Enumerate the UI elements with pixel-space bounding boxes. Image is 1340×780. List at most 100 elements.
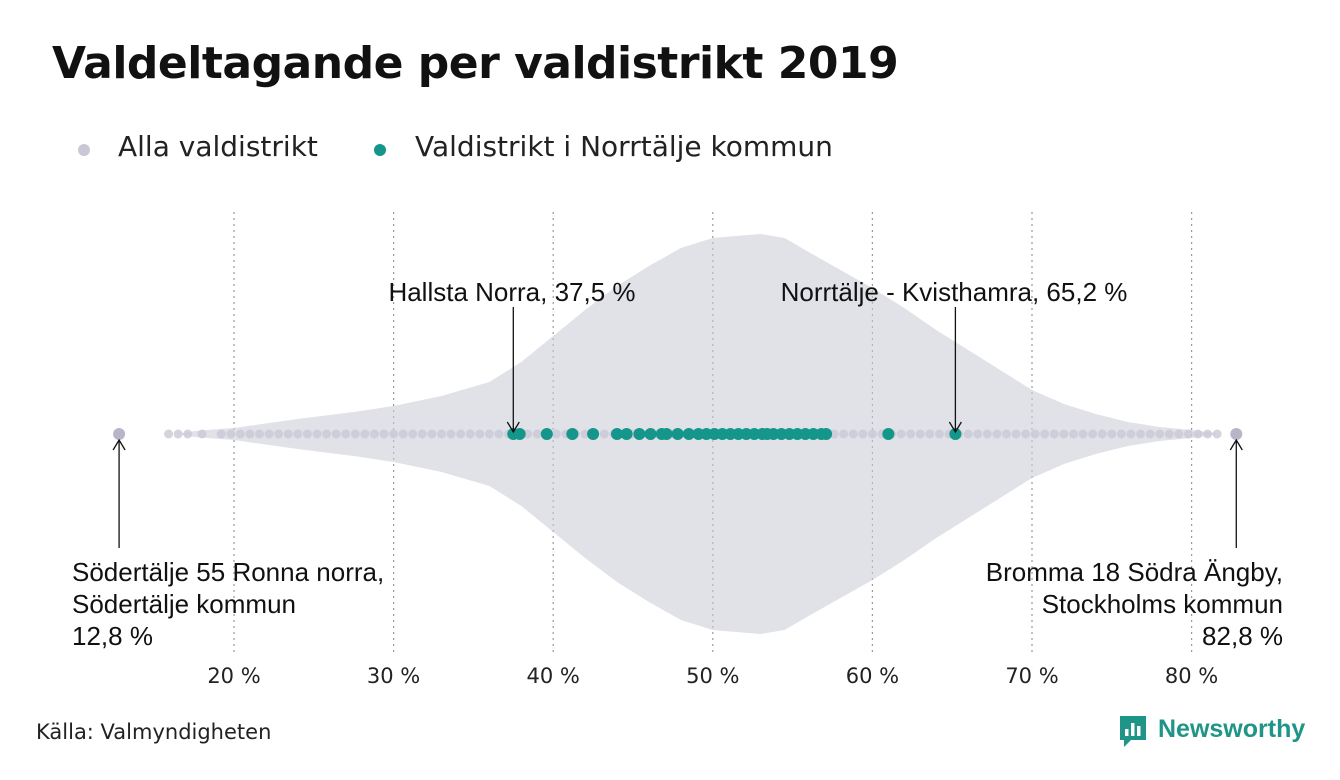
x-axis-tick-labels: 20 % 30 % 40 % 50 % 60 % 70 % 80 % [207,664,1218,688]
point-all-districts [398,429,408,439]
point-all-districts [1136,429,1146,439]
point-all-districts [925,429,935,439]
point-all-districts [1049,429,1059,439]
newsworthy-logo-icon [1120,716,1146,747]
point-all-districts [963,429,973,439]
x-tick-label: 70 % [1005,664,1058,688]
point-all-districts [283,429,293,439]
point-all-districts [906,429,916,439]
point-all-districts [235,429,245,439]
point-all-districts [360,429,370,439]
point-norrtalje [949,428,962,440]
point-all-districts [302,429,312,439]
point-all-districts [456,429,466,439]
annotation-kvisthamra-arrowhead [948,421,962,434]
point-all-districts [341,429,351,439]
point-all-districts [532,429,542,439]
point-all-districts [1164,429,1174,439]
point-all-districts [389,429,399,439]
point-all-districts [1040,429,1050,439]
point-all-districts [379,429,389,439]
point-all-districts [1212,429,1222,439]
annotation-sodertalje-text: 12,8 % [72,621,153,651]
point-all-districts [1078,429,1088,439]
point-all-districts [369,429,379,439]
point-all-districts [1203,429,1213,439]
point-all-districts [183,429,193,439]
point-all-districts [992,429,1002,439]
point-norrtalje [682,428,695,440]
point-all-districts [982,429,992,439]
point-norrtalje [566,428,579,440]
annotation-hallsta-text: Hallsta Norra, 37,5 % [388,277,635,307]
point-all-districts [113,428,126,440]
point-all-districts [1126,429,1136,439]
point-all-districts [245,429,255,439]
point-all-districts [255,429,265,439]
beeswarm-chart: Hallsta Norra, 37,5 % Norrtälje - Kvistha… [72,212,1283,688]
point-all-districts [465,429,475,439]
annotation-bromma-text: 82,8 % [1202,621,1283,651]
x-tick-label: 60 % [846,664,899,688]
annotation-bromma-arrowhead [1229,438,1243,451]
point-all-districts [484,429,494,439]
point-norrtalje [660,428,673,440]
x-tick-label: 30 % [367,664,420,688]
point-all-districts [331,429,341,439]
annotation-sodertalje-arrowhead [112,438,126,451]
point-all-districts [1030,429,1040,439]
point-all-districts [350,429,360,439]
legend-label-norrtalje: Valdistrikt i Norrtälje kommun [415,130,833,163]
annotation-sodertalje-text: Södertälje 55 Ronna norra, [72,557,384,587]
annotation-bromma-text: Bromma 18 Södra Ängby, [986,557,1283,587]
point-all-districts [599,429,609,439]
point-norrtalje [513,428,526,440]
point-all-districts [226,429,236,439]
annotation-kvisthamra-text: Norrtälje - Kvisthamra, 65,2 % [781,277,1128,307]
point-all-districts [829,429,839,439]
point-all-districts [1230,428,1243,440]
point-norrtalje [644,428,657,440]
point-all-districts [427,429,437,439]
legend-label-all: Alla valdistrikt [118,130,318,163]
point-all-districts [1021,429,1031,439]
point-all-districts [915,429,925,439]
point-all-districts [867,429,877,439]
point-all-districts [1011,429,1021,439]
newsworthy-logo-text: Newsworthy [1158,715,1306,743]
point-all-districts [293,429,303,439]
point-all-districts [164,429,174,439]
annotation-sodertalje-text: Södertälje kommun [72,589,296,619]
annotation-bromma-text: Stockholms kommun [1042,589,1283,619]
point-all-districts [1174,429,1184,439]
chart-title: Valdeltagande per valdistrikt 2019 [52,38,899,89]
point-all-districts [494,429,504,439]
point-all-districts [551,429,561,439]
point-all-districts [417,429,427,439]
annotations: Hallsta Norra, 37,5 % Norrtälje - Kvistha… [72,277,1283,651]
source-note: Källa: Valmyndigheten [36,720,272,744]
point-all-districts [436,429,446,439]
point-all-districts [264,429,274,439]
point-all-districts [197,429,207,439]
x-tick-label: 20 % [207,664,260,688]
point-all-districts [216,429,226,439]
point-all-districts [475,429,485,439]
point-norrtalje [882,428,895,440]
point-all-districts [1145,429,1155,439]
point-all-districts [408,429,418,439]
x-tick-label: 40 % [527,664,580,688]
point-all-districts [1116,429,1126,439]
point-norrtalje [671,428,684,440]
point-all-districts [1155,429,1165,439]
point-all-districts [312,429,322,439]
point-all-districts [173,429,183,439]
point-all-districts [858,429,868,439]
x-tick-label: 80 % [1165,664,1218,688]
point-all-districts [1183,429,1193,439]
point-all-districts [973,429,983,439]
data-points [113,428,1243,440]
point-all-districts [1059,429,1069,439]
point-all-districts [1001,429,1011,439]
point-all-districts [896,429,906,439]
